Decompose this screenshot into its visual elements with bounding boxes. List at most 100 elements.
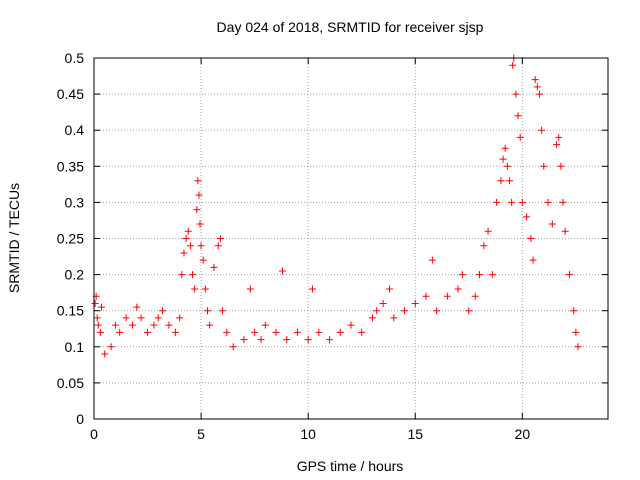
data-point: [422, 292, 430, 300]
y-tick-label: 0.45: [57, 86, 84, 102]
data-point: [97, 303, 105, 311]
data-point: [204, 307, 212, 315]
data-point: [509, 61, 517, 69]
data-point: [411, 299, 419, 307]
x-tick-labels: 0 5 10 15 20: [90, 426, 530, 442]
data-point: [527, 235, 535, 242]
data-point: [246, 285, 254, 293]
data-point: [533, 83, 541, 91]
data-point: [501, 144, 509, 152]
y-tick-labels: 0 0.05 0.1 0.15 0.2 0.25 0.3 0.35 0.4 0.45 0.5: [57, 50, 84, 427]
data-point: [178, 271, 186, 279]
data-point: [326, 336, 334, 344]
data-point: [557, 162, 565, 170]
chart-title: Day 024 of 2018, SRMTID for receiver sjs…: [217, 19, 484, 35]
data-point: [116, 328, 124, 336]
data-point: [101, 350, 109, 358]
data-point: [154, 314, 162, 322]
y-axis-label: SRMTID / TECUs: [6, 183, 22, 293]
data-point: [186, 242, 194, 250]
data-point: [133, 303, 141, 311]
data-point: [499, 155, 507, 163]
data-point: [368, 314, 376, 322]
data-point: [182, 235, 190, 242]
data-point: [144, 328, 152, 336]
y-tick-label: 0.5: [65, 50, 85, 66]
data-point: [195, 191, 203, 199]
data-point: [94, 321, 102, 329]
data-point: [197, 242, 205, 250]
y-tick-label: 0.2: [65, 267, 85, 283]
data-point: [401, 307, 409, 315]
data-point: [454, 285, 462, 293]
data-point: [484, 227, 492, 235]
data-point: [229, 343, 237, 351]
data-point: [518, 198, 526, 206]
axis-ticks: [93, 57, 608, 420]
data-point: [176, 314, 184, 322]
data-point: [261, 321, 269, 329]
data-point: [529, 256, 537, 264]
y-tick-label: 0.25: [57, 231, 84, 247]
data-point: [111, 321, 119, 329]
data-point: [184, 227, 192, 235]
data-point: [129, 321, 137, 329]
data-point: [199, 256, 207, 264]
data-point: [480, 242, 488, 250]
data-point: [390, 314, 398, 322]
x-tick-label: 15: [407, 426, 423, 442]
data-point: [347, 321, 355, 329]
data-point: [336, 328, 344, 336]
data-point: [272, 328, 280, 336]
data-point: [304, 336, 312, 344]
data-point: [171, 328, 179, 336]
x-tick-label: 10: [300, 426, 316, 442]
data-point: [293, 328, 301, 336]
data-point: [373, 307, 381, 315]
x-tick-label: 20: [515, 426, 531, 442]
y-tick-label: 0.4: [65, 122, 85, 138]
data-point: [194, 177, 202, 185]
data-points: [91, 54, 582, 358]
x-tick-label: 0: [90, 426, 98, 442]
data-point: [553, 141, 561, 149]
data-point: [180, 249, 188, 257]
data-point: [458, 271, 466, 279]
data-point: [505, 177, 513, 185]
data-point: [122, 314, 130, 322]
data-point: [96, 328, 104, 336]
gridlines: [94, 58, 608, 419]
data-point: [428, 256, 436, 264]
data-point: [257, 336, 265, 344]
data-point: [555, 133, 563, 141]
data-point: [493, 198, 501, 206]
data-point: [514, 112, 522, 120]
data-point: [503, 162, 511, 170]
y-tick-label: 0.15: [57, 303, 84, 319]
data-point: [206, 321, 214, 329]
y-tick-label: 0.05: [57, 375, 84, 391]
data-point: [251, 328, 259, 336]
data-point: [216, 235, 224, 242]
data-point: [443, 292, 451, 300]
data-point: [191, 285, 199, 293]
data-point: [488, 271, 496, 279]
data-point: [223, 328, 231, 336]
data-point: [512, 90, 520, 98]
data-point: [93, 314, 101, 322]
y-tick-label: 0.35: [57, 158, 84, 174]
data-point: [283, 336, 291, 344]
data-point: [471, 292, 479, 300]
data-point: [91, 299, 99, 307]
data-point: [150, 321, 158, 329]
data-point: [386, 285, 394, 293]
data-point: [548, 220, 556, 228]
data-point: [193, 206, 201, 214]
data-point: [165, 321, 173, 329]
data-point: [278, 267, 286, 275]
y-tick-label: 0.3: [65, 194, 85, 210]
data-point: [559, 198, 567, 206]
data-point: [540, 162, 548, 170]
data-point: [531, 76, 539, 84]
